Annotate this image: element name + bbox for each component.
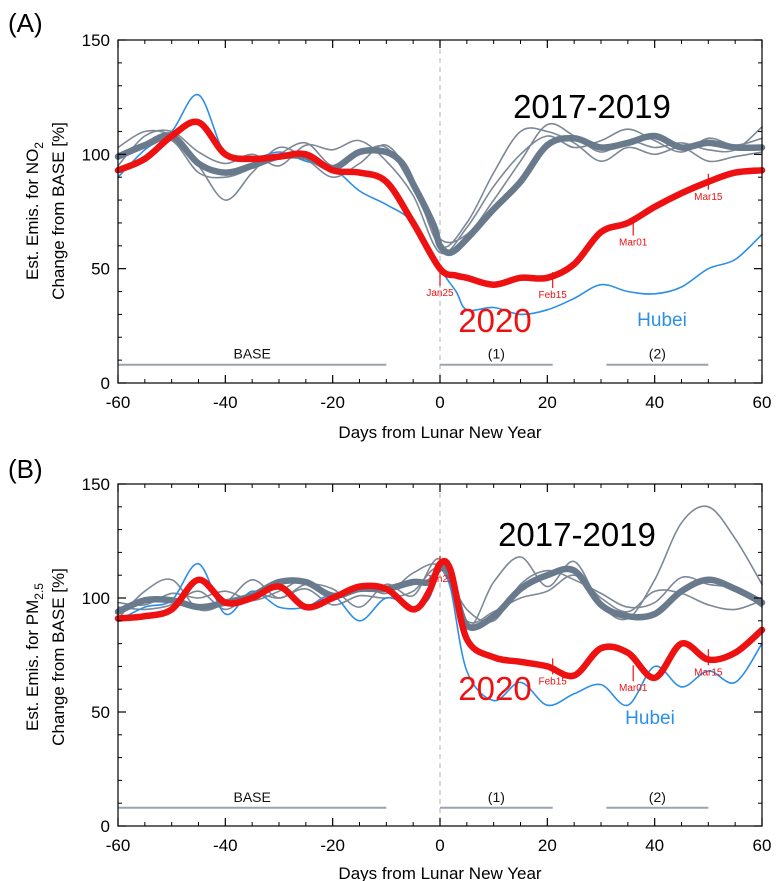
x-tick-label: 40 [645, 393, 664, 412]
label-2020: 2020 [458, 302, 531, 339]
x-tick-label: 0 [435, 393, 444, 412]
date-marker-label: Mar15 [694, 667, 723, 678]
series-line-2017-2019 [114, 132, 766, 257]
x-tick-label: -40 [213, 836, 238, 855]
label-2020: 2020 [458, 670, 531, 707]
panel-a: (A) Days from Lunar New Year Est. Emis. … [8, 8, 771, 442]
period-label: (2) [649, 346, 666, 362]
y-axis-label-subscript: 2.5 [32, 583, 46, 600]
date-marker-label: Mar01 [619, 683, 648, 694]
panel-label: (A) [8, 8, 43, 38]
x-tick-label: -60 [106, 393, 131, 412]
date-marker-label: Feb15 [539, 676, 568, 687]
panel-label: (B) [8, 454, 43, 484]
y-axis-label-subscript: 2 [32, 142, 46, 149]
y-axis-label-second: Change from BASE [%] [49, 568, 68, 746]
y-tick-label: 100 [82, 145, 110, 164]
y-tick-label: 100 [82, 589, 110, 608]
date-marker-label: Jan25 [426, 574, 454, 585]
y-tick-label: 50 [91, 703, 110, 722]
x-tick-label: -60 [106, 836, 131, 855]
x-axis-label: Days from Lunar New Year [338, 423, 541, 442]
svg-text:Est. Emis. for PM2.5: Est. Emis. for PM2.5 [23, 583, 46, 731]
x-tick-label: 40 [645, 836, 664, 855]
y-tick-label: 150 [82, 31, 110, 50]
y-axis-label-second: Change from BASE [%] [49, 122, 68, 300]
x-tick-label: 20 [538, 836, 557, 855]
y-tick-label: 150 [82, 475, 110, 494]
label-2017-2019: 2017-2019 [513, 88, 671, 125]
x-tick-label: -20 [320, 836, 345, 855]
x-tick-label: 20 [538, 393, 557, 412]
period-label: BASE [233, 346, 270, 362]
date-marker-label: Mar15 [694, 192, 723, 203]
y-tick-label: 0 [101, 374, 110, 393]
period-label: (2) [649, 789, 666, 805]
series-line-2020 [114, 118, 766, 288]
label-hubei: Hubei [625, 708, 675, 729]
date-marker-label: Mar01 [619, 238, 648, 249]
x-tick-label: -20 [320, 393, 345, 412]
y-axis-label-main: Est. Emis. for NO [23, 149, 42, 280]
x-tick-label: 60 [753, 836, 772, 855]
x-tick-label: -40 [213, 393, 238, 412]
y-axis-label: Est. Emis. for PM2.5 Change from BASE [%… [23, 568, 68, 746]
x-axis-label: Days from Lunar New Year [338, 864, 541, 881]
date-marker-label: Feb15 [539, 290, 568, 301]
y-axis-label-main: Est. Emis. for PM [23, 600, 42, 731]
y-tick-label: 50 [91, 260, 110, 279]
y-tick-label: 0 [101, 817, 110, 836]
period-label: BASE [233, 789, 270, 805]
y-axis-label: Est. Emis. for NO2 Change from BASE [%] [23, 122, 68, 300]
period-label: (1) [488, 789, 505, 805]
date-marker-label: Jan25 [426, 288, 454, 299]
x-tick-label: 0 [435, 836, 444, 855]
period-label: (1) [488, 346, 505, 362]
label-hubei: Hubei [637, 310, 687, 331]
panel-b: (B) Days from Lunar New Year Est. Emis. … [8, 454, 771, 881]
svg-text:Est. Emis. for NO2: Est. Emis. for NO2 [23, 142, 46, 280]
label-2017-2019: 2017-2019 [498, 516, 656, 553]
series-line-year-2 [117, 128, 763, 255]
x-tick-label: 60 [753, 393, 772, 412]
